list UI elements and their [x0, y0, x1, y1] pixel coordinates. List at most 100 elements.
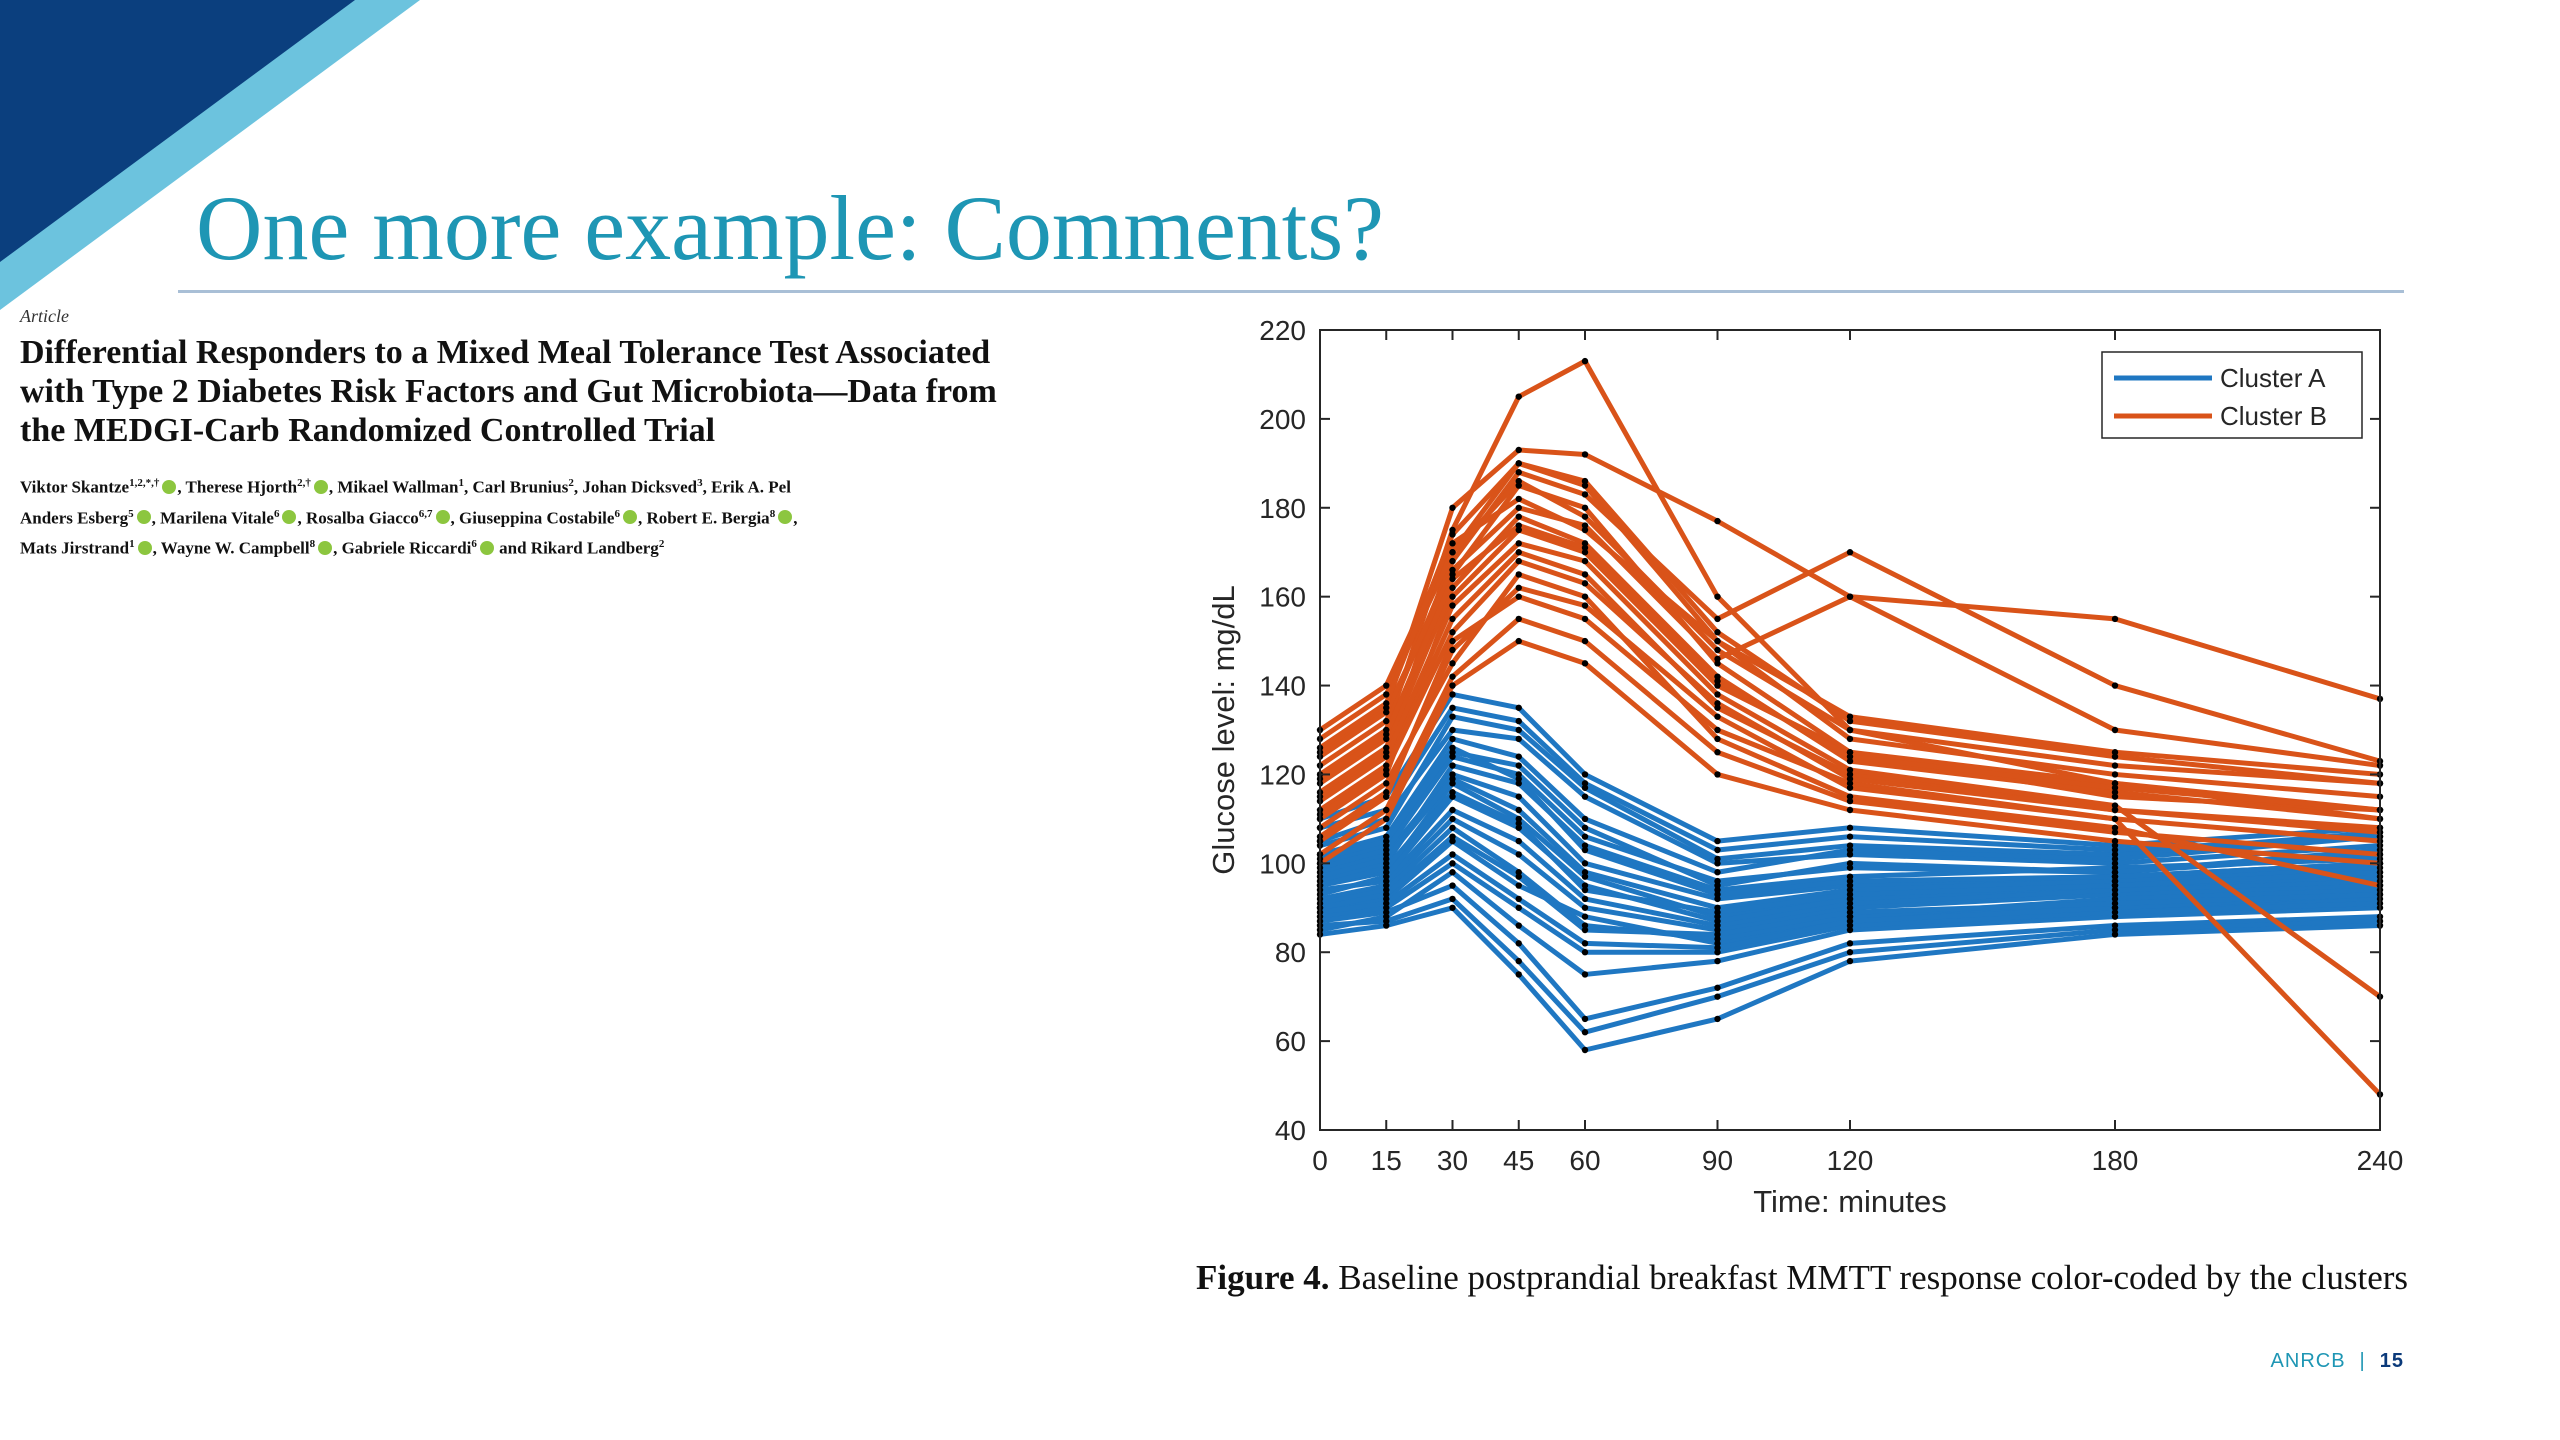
data-point [1515, 971, 1522, 978]
data-point [1449, 557, 1456, 565]
author-affiliation: 1,2,*,† [129, 477, 160, 489]
author-name: , Robert E. Bergia [637, 508, 770, 528]
data-point [2111, 815, 2119, 823]
data-point [1449, 744, 1456, 751]
data-point [1581, 660, 1589, 667]
data-point [1449, 593, 1456, 600]
title-divider [178, 290, 2404, 293]
author-affiliation: 6 [471, 538, 477, 551]
data-point [2111, 922, 2119, 929]
legend-box [2101, 351, 2363, 439]
data-point [1714, 700, 1721, 707]
data-point [1515, 717, 1522, 725]
orcid-icon[interactable] [778, 510, 793, 525]
author-affiliation: 8 [769, 507, 776, 520]
data-point [1846, 549, 1854, 556]
data-point [1383, 904, 1390, 911]
data-point [1846, 806, 1854, 814]
author-name: Mats Jirstrand [20, 538, 130, 558]
data-point [1846, 775, 1854, 783]
data-point [1714, 749, 1721, 756]
data-point [1383, 877, 1390, 885]
data-point [1714, 637, 1721, 645]
data-point [1714, 846, 1721, 854]
orcid-icon[interactable] [282, 510, 297, 525]
data-point [1846, 780, 1854, 787]
data-point [1515, 957, 1522, 965]
data-point [1714, 957, 1721, 965]
data-point [2111, 780, 2119, 787]
data-point [1714, 877, 1721, 885]
data-point [2111, 891, 2119, 898]
chart-legend: Cluster A Cluster B [2101, 351, 2363, 439]
data-point [2111, 873, 2119, 880]
data-point [1714, 713, 1721, 720]
data-point [1383, 753, 1390, 760]
y-tick-label: 100 [1259, 848, 1306, 879]
data-point [1383, 793, 1390, 800]
data-point [1846, 717, 1854, 725]
data-point [1846, 726, 1854, 734]
orcid-icon[interactable] [162, 479, 177, 494]
author-name: , Johan Dicksved [573, 477, 698, 497]
orcid-icon[interactable] [313, 479, 328, 494]
data-point [1449, 691, 1456, 698]
data-point [1515, 895, 1522, 903]
data-point [1515, 775, 1522, 783]
y-tick-label: 200 [1259, 404, 1306, 435]
data-point [1581, 873, 1589, 880]
data-point [1515, 851, 1522, 858]
data-point [2111, 749, 2119, 756]
author-affiliation: 1 [129, 538, 135, 551]
data-point [1383, 766, 1390, 774]
orcid-icon[interactable] [435, 510, 450, 525]
orcid-icon[interactable] [622, 510, 637, 525]
data-point [1581, 451, 1589, 458]
data-point [2111, 846, 2119, 854]
data-point [1449, 860, 1456, 867]
data-point [1515, 504, 1522, 511]
data-point [1846, 749, 1854, 756]
data-point [1449, 775, 1456, 783]
data-point [1846, 784, 1854, 791]
data-point [1515, 726, 1522, 734]
data-point [1383, 780, 1390, 787]
data-point [1383, 873, 1390, 880]
author-name: , Gabriele Riccardi [333, 538, 472, 558]
x-tick-label: 180 [2092, 1145, 2139, 1176]
data-point [1581, 491, 1589, 498]
orcid-icon[interactable] [136, 510, 151, 525]
data-point [1383, 846, 1390, 854]
author-name: and Rikard Landberg [494, 538, 659, 558]
data-point [1383, 917, 1390, 925]
author-name: , Rosalba Giacco [297, 508, 419, 528]
data-point [1515, 446, 1522, 454]
data-point [1581, 940, 1589, 947]
data-point [1581, 784, 1589, 791]
data-point [1383, 869, 1390, 876]
orcid-icon[interactable] [318, 540, 333, 555]
x-tick-label: 0 [1312, 1145, 1328, 1176]
data-point [1515, 704, 1522, 711]
data-point [1714, 949, 1721, 956]
data-point [1449, 526, 1456, 534]
data-point [1581, 1015, 1589, 1023]
data-point [1581, 544, 1589, 551]
data-point [1449, 837, 1456, 845]
paper-authors: Viktor Skantze1,2,*,† , Therese Hjorth2,†… [20, 470, 1060, 562]
data-point [1515, 469, 1522, 476]
orcid-icon[interactable] [479, 540, 494, 555]
y-tick-label: 180 [1259, 493, 1306, 524]
orcid-icon[interactable] [137, 540, 152, 555]
data-point [1846, 895, 1854, 903]
data-point [1515, 593, 1522, 600]
data-point [2111, 886, 2119, 894]
data-point [1846, 793, 1854, 800]
data-point [1383, 682, 1390, 689]
x-tick-label: 240 [2357, 1145, 2404, 1176]
data-point [1515, 549, 1522, 556]
data-point [1581, 904, 1589, 911]
data-point [1449, 602, 1456, 609]
data-point [1383, 824, 1390, 831]
x-tick-label: 60 [1569, 1145, 1600, 1176]
